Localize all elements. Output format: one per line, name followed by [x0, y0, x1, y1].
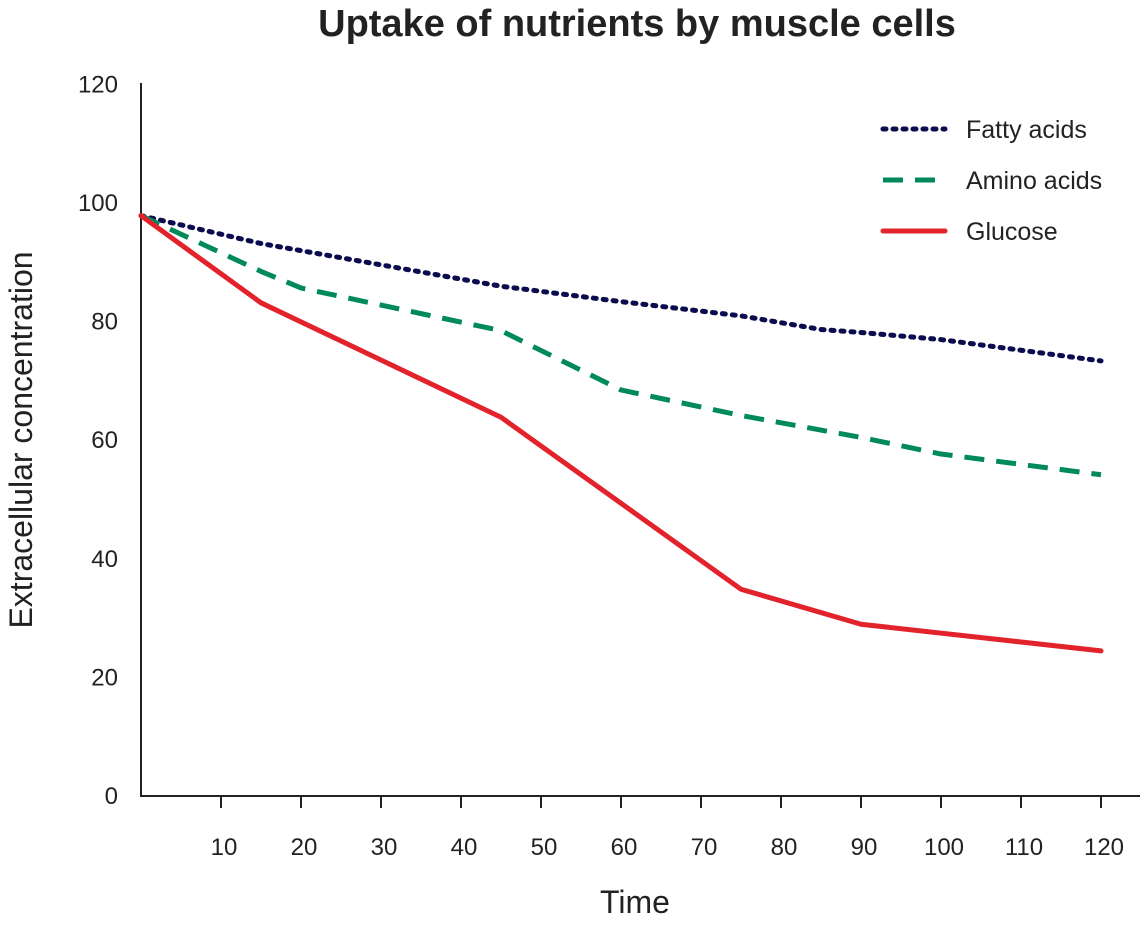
x-tick-label: 70 — [691, 834, 718, 861]
x-tick-label: 10 — [211, 834, 238, 861]
y-tick-label: 100 — [78, 190, 118, 217]
x-tick-label: 40 — [451, 834, 478, 861]
y-tick-label: 120 — [78, 71, 118, 98]
x-tick-label: 20 — [291, 834, 318, 861]
x-tick-label: 50 — [531, 834, 558, 861]
series-line-amino-acids — [139, 213, 1102, 478]
y-tick-label: 40 — [91, 546, 118, 573]
x-tick-label: 80 — [771, 834, 798, 861]
legend-label: Amino acids — [966, 167, 1102, 195]
x-tick-label: 90 — [851, 834, 878, 861]
y-tick-label: 20 — [91, 664, 118, 691]
x-tick-label: 100 — [924, 834, 964, 861]
x-tick-label: 120 — [1084, 834, 1124, 861]
x-tick-label: 60 — [611, 834, 638, 861]
series-line-fatty-acids — [138, 213, 1104, 364]
x-axis-label: Time — [600, 884, 670, 920]
x-tick-label: 30 — [371, 834, 398, 861]
series-line-glucose — [138, 213, 1104, 654]
y-tick-label: 60 — [91, 427, 118, 454]
chart-title: Uptake of nutrients by muscle cells — [318, 3, 956, 45]
legend-label: Glucose — [966, 218, 1058, 246]
y-axis-label: Extracellular concentration — [3, 251, 39, 628]
y-tick-label: 0 — [105, 783, 118, 810]
legend-label: Fatty acids — [966, 116, 1087, 144]
x-tick-label: 110 — [1005, 834, 1043, 861]
y-tick-label: 80 — [91, 309, 118, 336]
